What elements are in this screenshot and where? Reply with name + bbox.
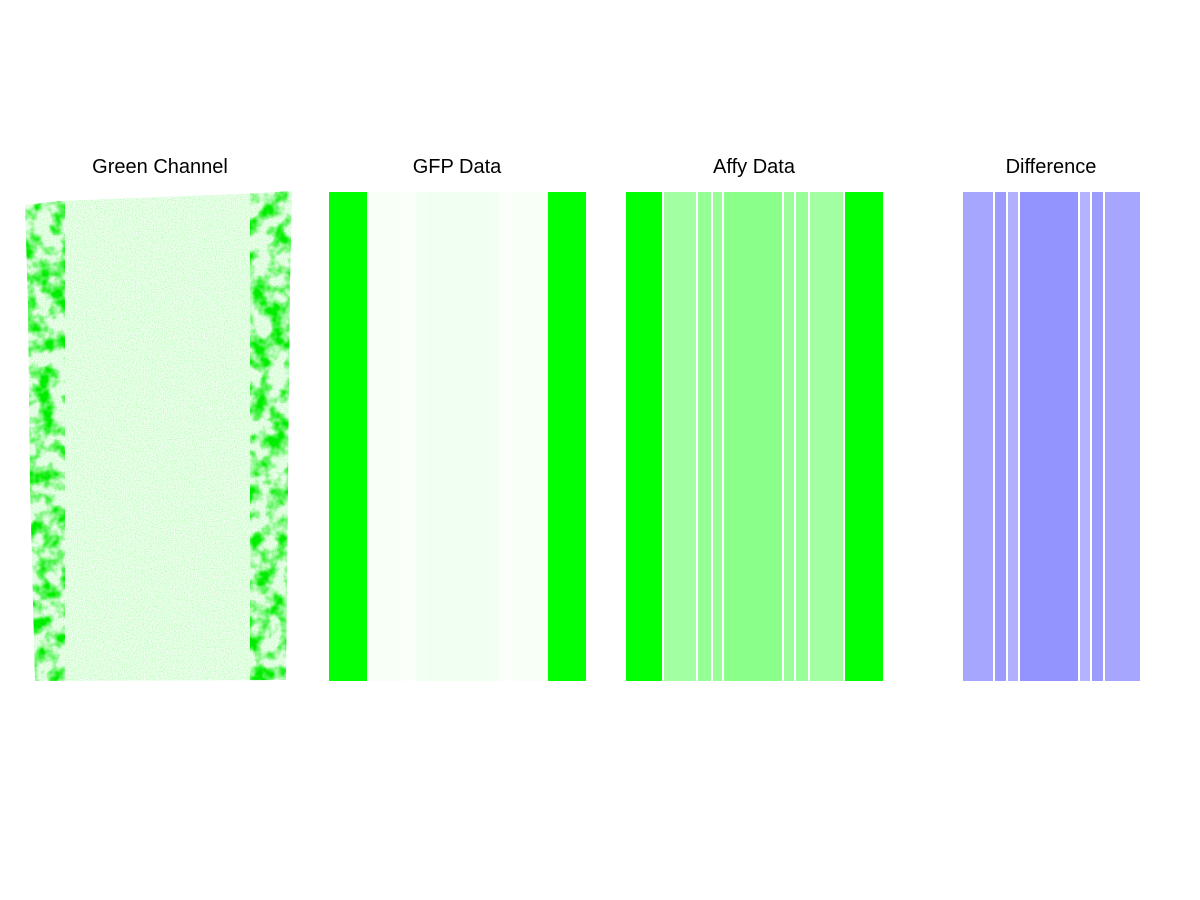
difference-panel: [963, 192, 1140, 681]
difference-title: Difference: [1005, 156, 1097, 178]
difference-stripe-4: [1020, 192, 1078, 681]
gfp-stripe-7: [499, 192, 513, 681]
difference-stripe-7: [1105, 192, 1140, 681]
gfp-stripe-1: [329, 192, 367, 681]
difference-stripe-1: [963, 192, 993, 681]
tissue-edge-signal: [25, 191, 292, 681]
gfp-stripe-6: [487, 192, 499, 681]
gfp-stripe-5: [427, 192, 487, 681]
difference-stripe-6: [1092, 192, 1103, 681]
affy-stripe-7: [796, 192, 808, 681]
affy-data-panel: [626, 192, 883, 681]
gfp-stripe-3: [401, 192, 416, 681]
affy-stripe-8: [810, 192, 843, 681]
gfp-stripe-4: [416, 192, 427, 681]
affy-stripe-5: [724, 192, 782, 681]
gfp-data-panel: [329, 192, 586, 681]
gfp-stripe-8: [513, 192, 548, 681]
gfp-stripe-9: [548, 192, 586, 681]
affy-stripe-4: [713, 192, 722, 681]
affy-stripe-6: [784, 192, 794, 681]
affy-stripe-9: [845, 192, 883, 681]
difference-stripe-3: [1008, 192, 1018, 681]
gfp-stripe-2: [367, 192, 401, 681]
affy-stripe-2: [664, 192, 696, 681]
affy-stripe-3: [698, 192, 711, 681]
affy-stripe-1: [626, 192, 662, 681]
difference-stripe-5: [1080, 192, 1090, 681]
green-channel-title: Green Channel: [92, 156, 228, 178]
difference-stripe-2: [995, 192, 1006, 681]
gfp-data-title: GFP Data: [412, 156, 502, 178]
affy-data-title: Affy Data: [713, 156, 795, 178]
green-channel-image: [25, 191, 292, 681]
